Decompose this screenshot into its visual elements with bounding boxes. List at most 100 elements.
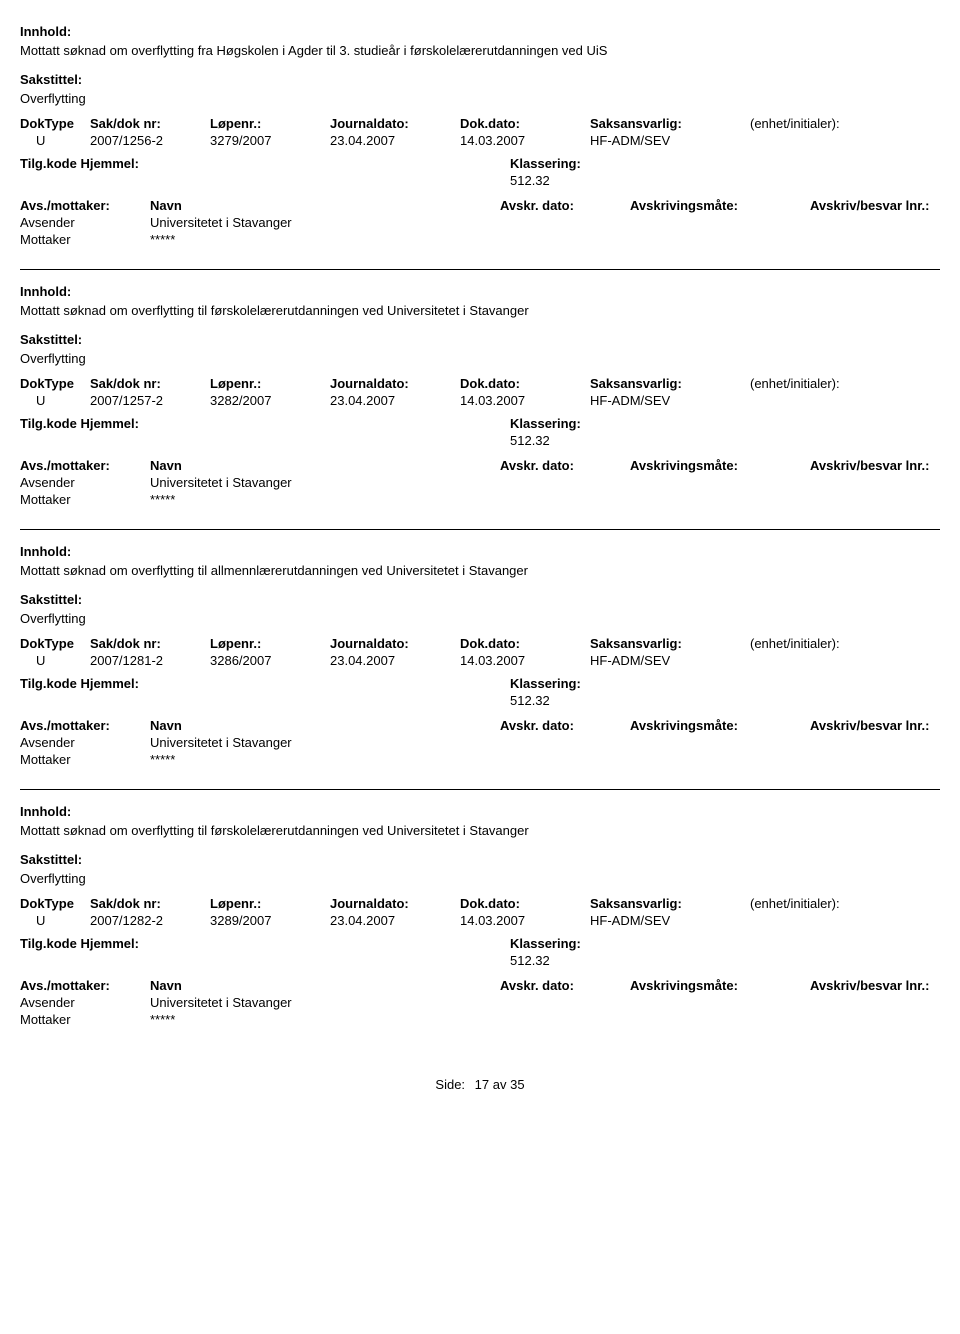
avskrivbesvar-label: Avskriv/besvar lnr.: (810, 718, 940, 733)
innhold-value: Mottatt søknad om overflytting til førsk… (20, 303, 940, 318)
hdr-saksansvarlig: Saksansvarlig: (590, 376, 750, 391)
avskrivbesvar-label: Avskriv/besvar lnr.: (810, 198, 940, 213)
avskrivmate-label: Avskrivingsmåte: (630, 978, 810, 993)
mottaker-value: ***** (150, 1012, 940, 1027)
journal-record: Innhold:Mottatt søknad om overflytting t… (20, 284, 940, 530)
val-saksansvarlig: HF-ADM/SEV (590, 653, 750, 668)
hdr-doktype: DokType (20, 636, 90, 651)
mottaker-label: Mottaker (20, 752, 150, 767)
val-sakdok: 2007/1282-2 (90, 913, 210, 928)
val-dokdato: 14.03.2007 (460, 393, 590, 408)
val-doktype: U (20, 653, 90, 668)
journal-record: Innhold:Mottatt søknad om overflytting f… (20, 24, 940, 270)
avsender-label: Avsender (20, 475, 150, 490)
klassering-value: 512.32 (510, 173, 940, 188)
navn-label: Navn (150, 458, 500, 473)
val-enhet (750, 393, 910, 408)
hdr-dokdato: Dok.dato: (460, 116, 590, 131)
navn-label: Navn (150, 198, 500, 213)
avskrivmate-label: Avskrivingsmåte: (630, 458, 810, 473)
mottaker-value: ***** (150, 232, 940, 247)
journal-record: Innhold:Mottatt søknad om overflytting t… (20, 804, 940, 1027)
sakstittel-value: Overflytting (20, 351, 940, 366)
hdr-enhet: (enhet/initialer): (750, 896, 910, 911)
tilgkode-label: Tilg.kode (20, 936, 77, 951)
val-sakdok: 2007/1256-2 (90, 133, 210, 148)
avskrivmate-label: Avskrivingsmåte: (630, 718, 810, 733)
hdr-doktype: DokType (20, 376, 90, 391)
innhold-label: Innhold: (20, 24, 940, 39)
val-lopenr: 3289/2007 (210, 913, 330, 928)
avskrivbesvar-label: Avskriv/besvar lnr.: (810, 458, 940, 473)
val-journaldato: 23.04.2007 (330, 653, 460, 668)
innhold-value: Mottatt søknad om overflytting til allme… (20, 563, 940, 578)
mottaker-label: Mottaker (20, 1012, 150, 1027)
mottaker-value: ***** (150, 492, 940, 507)
hdr-journaldato: Journaldato: (330, 376, 460, 391)
innhold-label: Innhold: (20, 804, 940, 819)
footer-side-label: Side: (435, 1077, 465, 1092)
sakstittel-value: Overflytting (20, 91, 940, 106)
mottaker-label: Mottaker (20, 232, 150, 247)
hdr-sakdok: Sak/dok nr: (90, 636, 210, 651)
avsender-value: Universitetet i Stavanger (150, 995, 940, 1010)
val-journaldato: 23.04.2007 (330, 133, 460, 148)
val-lopenr: 3282/2007 (210, 393, 330, 408)
val-enhet (750, 133, 910, 148)
hjemmel-label: Hjemmel: (80, 676, 139, 691)
avsmottaker-label: Avs./mottaker: (20, 458, 150, 473)
val-saksansvarlig: HF-ADM/SEV (590, 913, 750, 928)
klassering-label: Klassering: (510, 156, 581, 171)
record-separator (20, 789, 940, 790)
hdr-doktype: DokType (20, 896, 90, 911)
hdr-saksansvarlig: Saksansvarlig: (590, 636, 750, 651)
hjemmel-label: Hjemmel: (80, 416, 139, 431)
sakstittel-value: Overflytting (20, 611, 940, 626)
hjemmel-label: Hjemmel: (80, 936, 139, 951)
avsender-value: Universitetet i Stavanger (150, 215, 940, 230)
hdr-saksansvarlig: Saksansvarlig: (590, 896, 750, 911)
val-doktype: U (20, 913, 90, 928)
sakstittel-label: Sakstittel: (20, 72, 940, 87)
avskrivbesvar-label: Avskriv/besvar lnr.: (810, 978, 940, 993)
hdr-enhet: (enhet/initialer): (750, 116, 910, 131)
hdr-journaldato: Journaldato: (330, 896, 460, 911)
hdr-enhet: (enhet/initialer): (750, 636, 910, 651)
footer-page: 17 (475, 1077, 489, 1092)
val-journaldato: 23.04.2007 (330, 393, 460, 408)
sakstittel-label: Sakstittel: (20, 592, 940, 607)
hjemmel-label: Hjemmel: (80, 156, 139, 171)
klassering-value: 512.32 (510, 693, 940, 708)
hdr-lopenr: Løpenr.: (210, 896, 330, 911)
val-saksansvarlig: HF-ADM/SEV (590, 393, 750, 408)
val-saksansvarlig: HF-ADM/SEV (590, 133, 750, 148)
hdr-dokdato: Dok.dato: (460, 376, 590, 391)
avskrdato-label: Avskr. dato: (500, 198, 630, 213)
hdr-sakdok: Sak/dok nr: (90, 116, 210, 131)
val-dokdato: 14.03.2007 (460, 913, 590, 928)
sakstittel-label: Sakstittel: (20, 852, 940, 867)
avskrdato-label: Avskr. dato: (500, 458, 630, 473)
footer-total: 35 (510, 1077, 524, 1092)
avskrdato-label: Avskr. dato: (500, 718, 630, 733)
innhold-label: Innhold: (20, 544, 940, 559)
hdr-enhet: (enhet/initialer): (750, 376, 910, 391)
klassering-label: Klassering: (510, 936, 581, 951)
val-lopenr: 3279/2007 (210, 133, 330, 148)
avskrivmate-label: Avskrivingsmåte: (630, 198, 810, 213)
mottaker-label: Mottaker (20, 492, 150, 507)
val-dokdato: 14.03.2007 (460, 133, 590, 148)
mottaker-value: ***** (150, 752, 940, 767)
hdr-doktype: DokType (20, 116, 90, 131)
sakstittel-label: Sakstittel: (20, 332, 940, 347)
hdr-journaldato: Journaldato: (330, 636, 460, 651)
avsender-value: Universitetet i Stavanger (150, 735, 940, 750)
avsmottaker-label: Avs./mottaker: (20, 978, 150, 993)
hdr-dokdato: Dok.dato: (460, 896, 590, 911)
klassering-label: Klassering: (510, 416, 581, 431)
hdr-sakdok: Sak/dok nr: (90, 896, 210, 911)
hdr-lopenr: Løpenr.: (210, 116, 330, 131)
footer-av-label: av (493, 1077, 507, 1092)
record-separator (20, 269, 940, 270)
page-footer: Side: 17 av 35 (20, 1077, 940, 1092)
